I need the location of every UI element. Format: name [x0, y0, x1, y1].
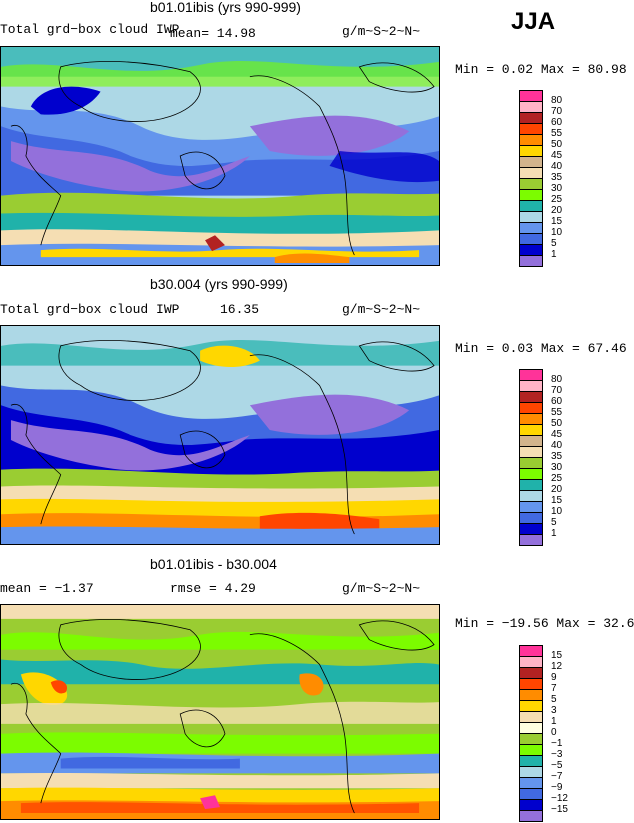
- colorbar-label: 0: [551, 727, 557, 738]
- colorbar-label: 10: [551, 227, 563, 238]
- panel3-title: b01.01ibis - b30.004: [150, 556, 277, 572]
- colorbar-swatch: [519, 810, 543, 822]
- panel1-mean: mean= 14.98: [170, 26, 256, 41]
- colorbar-label: 45: [551, 429, 563, 440]
- panel2-mean: 16.35: [220, 302, 260, 317]
- colorbar-label: 12: [551, 661, 563, 672]
- colorbar-label: 45: [551, 150, 563, 161]
- colorbar-label: 1: [551, 716, 557, 727]
- colorbar-label: 30: [551, 462, 563, 473]
- colorbar-label: 25: [551, 194, 563, 205]
- colorbar-label: 80: [551, 95, 563, 106]
- colorbar-label: −3: [551, 749, 563, 760]
- colorbar-label: 35: [551, 172, 563, 183]
- panel1-map: [0, 46, 440, 266]
- colorbar-label: 5: [551, 694, 557, 705]
- colorbar-label: −5: [551, 760, 563, 771]
- colorbar-label: 15: [551, 650, 563, 661]
- colorbar-swatch: [519, 255, 543, 267]
- panel2-title: b30.004 (yrs 990-999): [150, 276, 288, 292]
- colorbar-label: 7: [551, 683, 557, 694]
- panel3-map: [0, 604, 440, 820]
- colorbar-label: 1: [551, 528, 557, 539]
- colorbar-label: 60: [551, 117, 563, 128]
- colorbar-label: 80: [551, 374, 563, 385]
- colorbar-label: −1: [551, 738, 563, 749]
- colorbar-label: 50: [551, 139, 563, 150]
- colorbar-label: 40: [551, 161, 563, 172]
- panel2-minmax: Min = 0.03 Max = 67.46: [455, 341, 627, 356]
- colorbar-swatch: [519, 534, 543, 546]
- colorbar-label: 5: [551, 517, 557, 528]
- panel2-field-label: Total grd−box cloud IWP: [0, 302, 180, 317]
- panel3-mean: mean = −1.37: [0, 581, 94, 596]
- colorbar-label: 40: [551, 440, 563, 451]
- colorbar-label: 25: [551, 473, 563, 484]
- colorbar-label: 55: [551, 407, 563, 418]
- colorbar-label: 1: [551, 249, 557, 260]
- colorbar-label: 9: [551, 672, 557, 683]
- panel3-rmse: rmse = 4.29: [170, 581, 256, 596]
- colorbar-label: 20: [551, 484, 563, 495]
- colorbar-label: 15: [551, 495, 563, 506]
- colorbar-label: 10: [551, 506, 563, 517]
- panel1-units: g/m~S~2~N~: [342, 24, 421, 39]
- colorbar-label: −12: [551, 793, 568, 804]
- panel2-map: [0, 325, 440, 545]
- colorbar-label: 3: [551, 705, 557, 716]
- colorbar-label: 20: [551, 205, 563, 216]
- colorbar-label: 70: [551, 385, 563, 396]
- colorbar-label: 30: [551, 183, 563, 194]
- panel2-units: g/m~S~2~N~: [342, 302, 421, 317]
- colorbar-label: 55: [551, 128, 563, 139]
- panel1-minmax: Min = 0.02 Max = 80.98: [455, 62, 627, 77]
- colorbar-label: −15: [551, 804, 568, 815]
- colorbar-label: −9: [551, 782, 563, 793]
- season-label: JJA: [511, 8, 556, 35]
- colorbar-label: −7: [551, 771, 563, 782]
- colorbar-label: 15: [551, 216, 563, 227]
- panel1-field-label: Total grd−box cloud IWP: [0, 22, 180, 37]
- colorbar-label: 50: [551, 418, 563, 429]
- colorbar-label: 70: [551, 106, 563, 117]
- panel3-minmax: Min = −19.56 Max = 32.66: [455, 616, 634, 631]
- colorbar-label: 5: [551, 238, 557, 249]
- panel1-title: b01.01ibis (yrs 990-999): [150, 0, 301, 15]
- colorbar-label: 35: [551, 451, 563, 462]
- colorbar-label: 60: [551, 396, 563, 407]
- panel3-units: g/m~S~2~N~: [342, 581, 421, 596]
